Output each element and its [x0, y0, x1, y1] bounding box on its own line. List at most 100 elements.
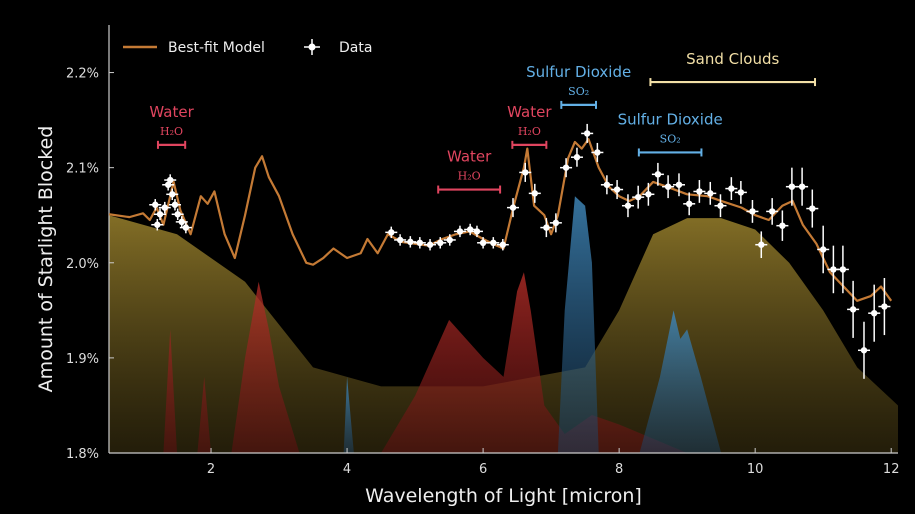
data-point	[434, 237, 447, 249]
annotation-label: Water	[149, 103, 194, 121]
data-point	[164, 174, 177, 186]
annotation-formula: H₂O	[518, 125, 541, 138]
data-point	[847, 280, 860, 338]
data-marker	[758, 241, 765, 248]
data-marker	[509, 204, 517, 211]
x-tick-label: 2	[207, 462, 215, 477]
data-point	[519, 162, 532, 182]
data-point	[857, 321, 870, 379]
data-marker	[798, 183, 806, 190]
y-tick-label: 2.1%	[66, 162, 99, 177]
water-annotation: H₂O Water	[149, 103, 195, 149]
data-point	[453, 225, 466, 238]
data-marker	[728, 185, 735, 192]
data-marker	[562, 164, 570, 171]
annotation-formula: SO₂	[660, 132, 681, 145]
data-marker	[809, 205, 816, 212]
data-marker	[161, 204, 168, 211]
data-point	[496, 239, 509, 251]
data-marker	[717, 202, 724, 209]
data-marker	[696, 188, 703, 195]
data-point	[168, 199, 181, 211]
water-contribution-area	[163, 272, 688, 453]
data-point	[443, 234, 456, 246]
data-point	[477, 237, 490, 249]
x-tick-label: 4	[343, 462, 351, 477]
data-marker	[707, 190, 714, 197]
data-point	[725, 177, 738, 201]
data-marker	[426, 241, 434, 248]
so2-contribution-area	[557, 196, 599, 453]
data-marker	[473, 228, 481, 235]
data-point	[776, 210, 789, 241]
x-tick-label: 8	[615, 462, 623, 477]
data-point	[600, 175, 613, 195]
data-point	[766, 198, 779, 225]
data-point	[166, 188, 179, 201]
data-marker	[594, 149, 601, 156]
data-marker	[522, 169, 529, 176]
data-marker	[737, 189, 745, 196]
data-marker	[169, 191, 176, 198]
annotation-formula: H₂O	[458, 170, 481, 183]
data-point	[651, 162, 664, 186]
data-point	[581, 123, 594, 143]
annotation-formula: H₂O	[160, 125, 183, 138]
data-marker	[839, 266, 847, 273]
y-axis-label: Amount of Starlight Blocked	[35, 126, 57, 393]
data-point	[714, 194, 727, 218]
data-point	[549, 213, 562, 233]
data-point	[642, 182, 655, 206]
data-point	[158, 201, 171, 214]
annotation-label: Sulfur Dioxide	[618, 110, 723, 128]
data-point	[785, 167, 798, 206]
data-point	[487, 237, 500, 249]
data-marker	[490, 239, 497, 247]
data-point	[878, 277, 891, 336]
y-tick-label: 1.8%	[66, 447, 99, 462]
data-point	[394, 234, 407, 246]
data-marker	[613, 186, 621, 193]
so2-contribution-area	[343, 376, 354, 453]
annotation-label: Water	[507, 103, 552, 121]
x-tick-label: 6	[479, 462, 487, 477]
data-marker	[749, 208, 756, 215]
data-marker	[543, 224, 550, 231]
data-marker	[664, 183, 672, 190]
data-marker	[624, 202, 632, 209]
y-tick-label: 2.0%	[66, 257, 99, 272]
data-marker	[788, 183, 796, 190]
data-marker	[819, 246, 827, 253]
contribution-areas	[109, 196, 898, 453]
data-point	[404, 236, 417, 248]
annotations: H₂O Water H₂O Water H₂O Water SO₂ Sulfur Dioxid…	[149, 50, 817, 194]
data-point	[470, 225, 483, 238]
data-point	[179, 221, 192, 234]
data-point	[806, 189, 819, 228]
data-point	[464, 223, 477, 236]
legend-data-label: Data	[339, 40, 372, 56]
data-point	[560, 158, 573, 178]
data-point	[151, 219, 164, 231]
data-point	[868, 284, 881, 342]
annotation-label: Sand Clouds	[686, 50, 779, 68]
data-marker	[552, 219, 560, 227]
so2-annotation: SO₂ Sulfur Dioxide	[618, 110, 723, 157]
data-marker	[446, 236, 453, 244]
data-point	[734, 180, 747, 204]
data-marker	[171, 201, 179, 208]
data-point	[817, 225, 830, 274]
annotation-formula: SO₂	[568, 85, 589, 98]
water-annotation: H₂O Water	[507, 103, 552, 149]
so2-annotation: SO₂ Sulfur Dioxide	[526, 63, 631, 109]
data-points	[149, 123, 891, 379]
data-marker	[768, 208, 776, 215]
data-point	[171, 208, 184, 220]
data-marker	[416, 239, 424, 247]
y-tick-label: 2.2%	[66, 67, 99, 82]
data-marker	[479, 239, 487, 247]
data-point	[540, 218, 553, 238]
x-axis-label: Wavelength of Light [micron]	[365, 485, 642, 507]
data-marker	[499, 241, 507, 248]
